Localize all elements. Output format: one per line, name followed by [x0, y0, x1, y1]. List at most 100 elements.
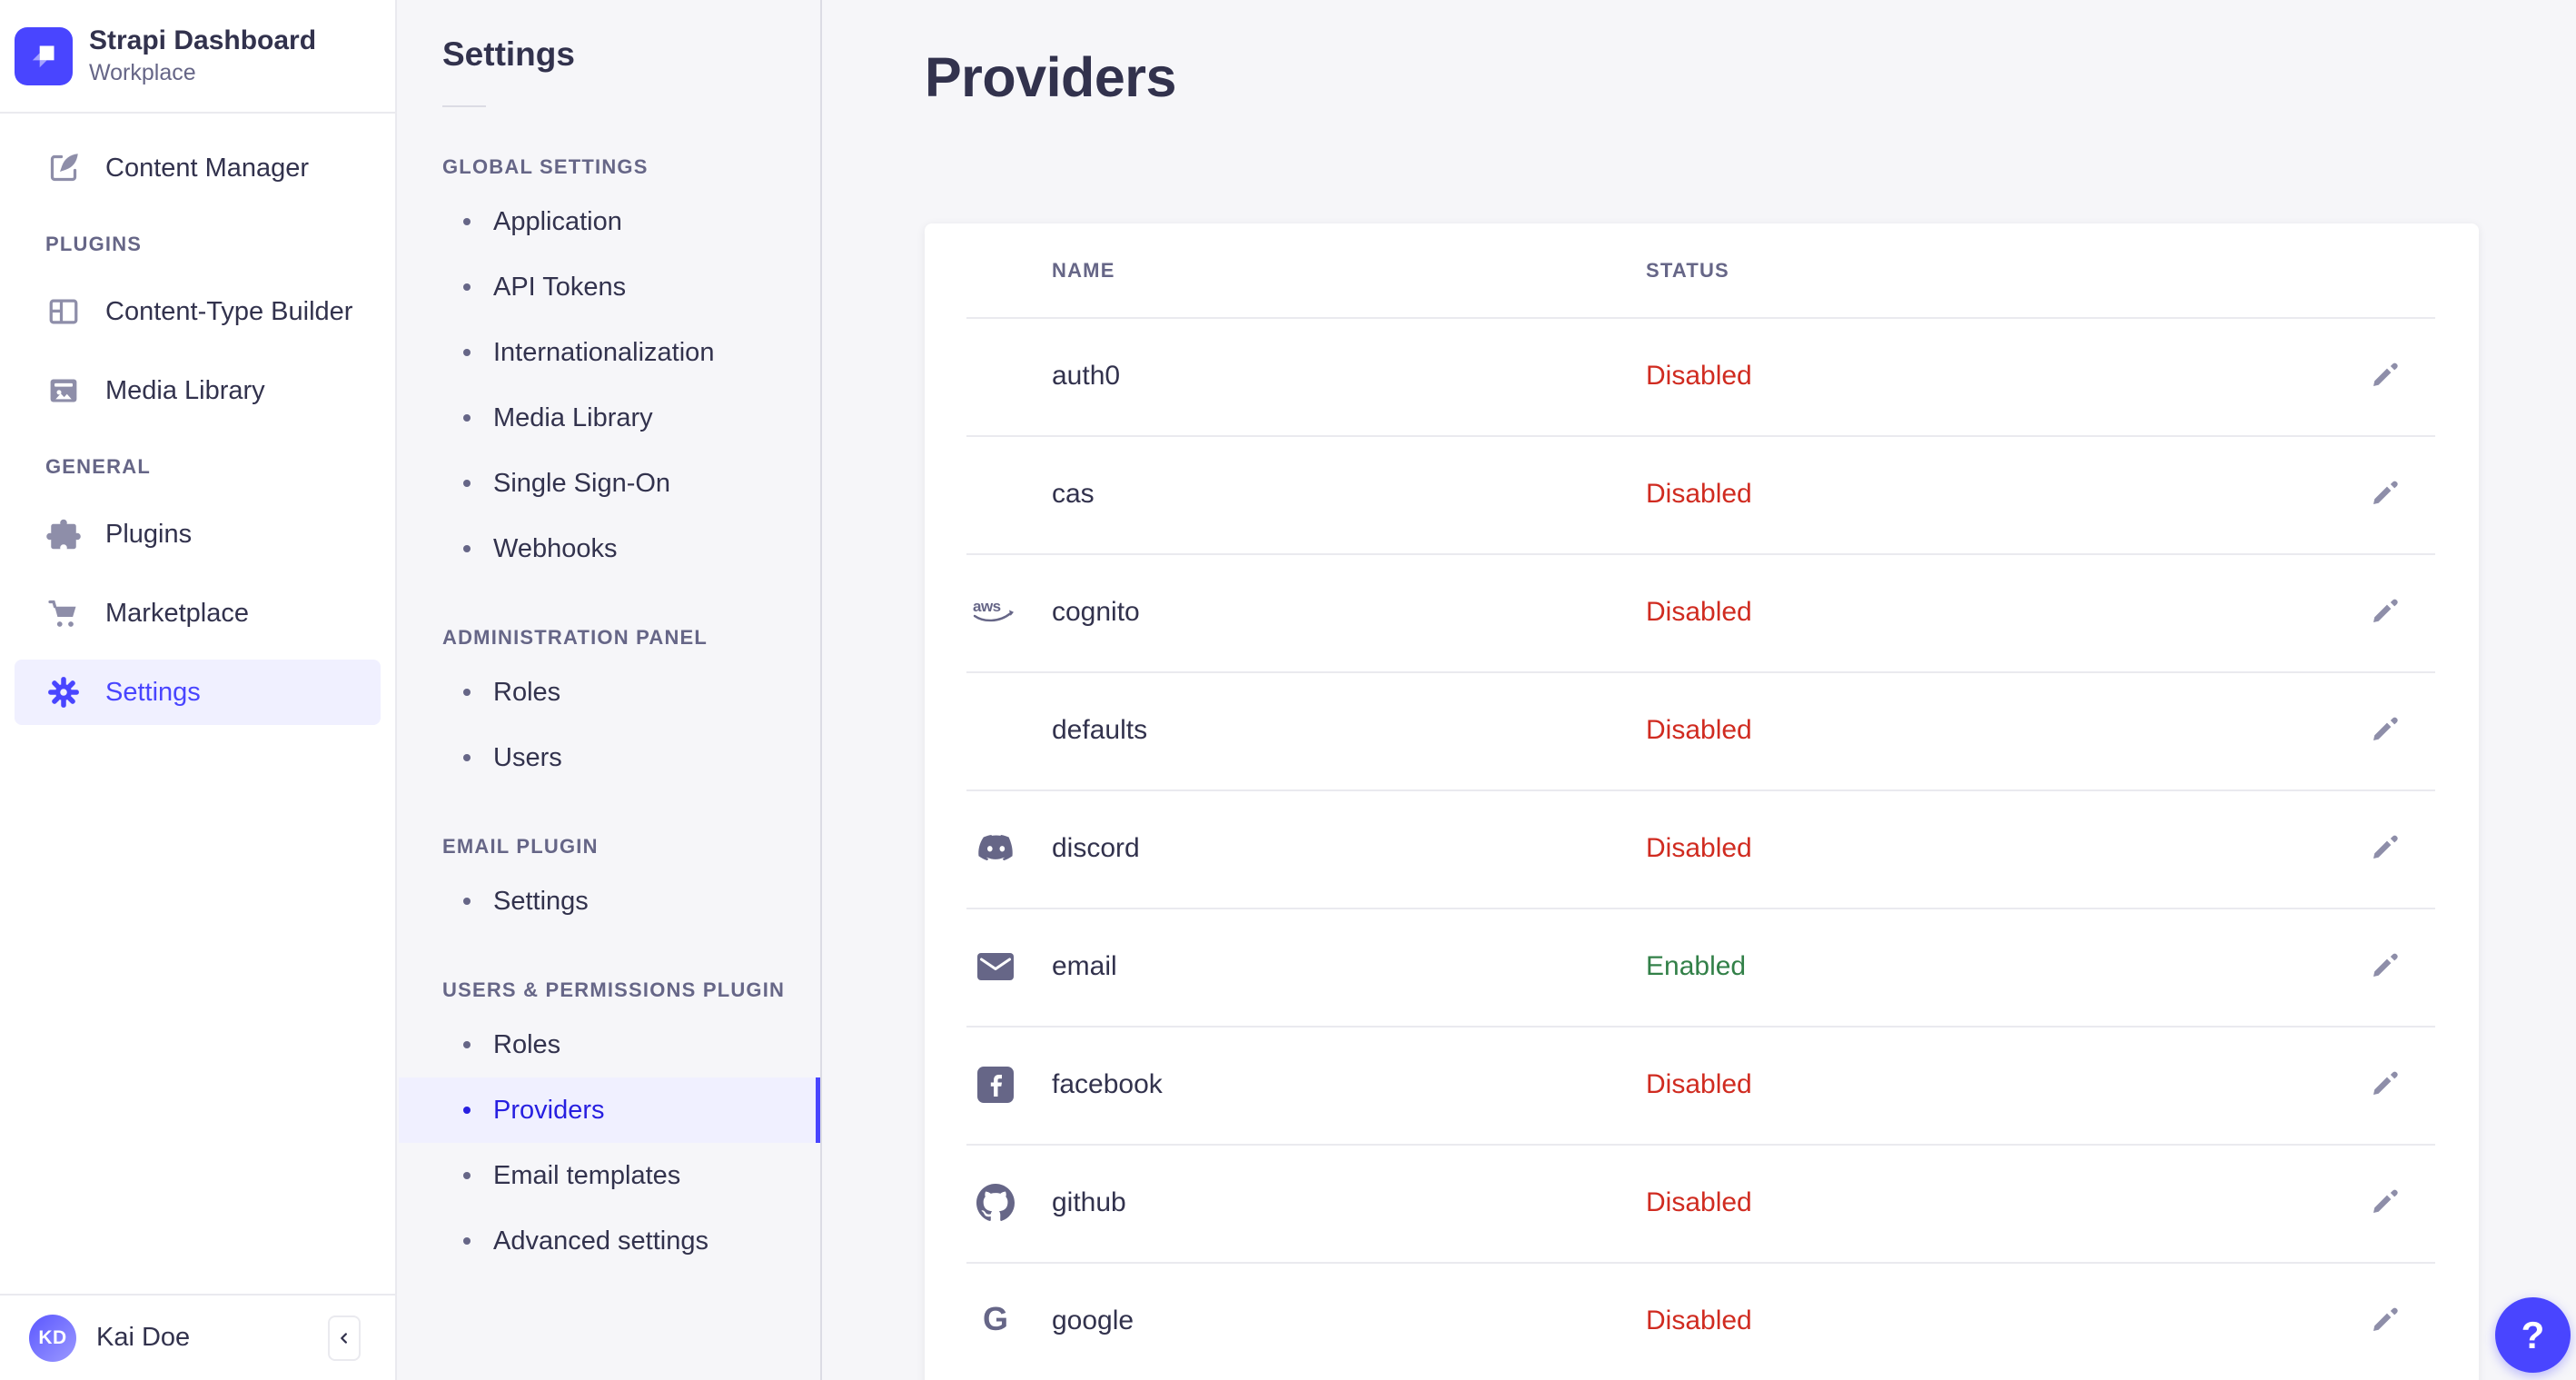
subnav-item-api-tokens[interactable]: API Tokens	[399, 254, 820, 320]
gear-icon	[45, 674, 82, 710]
page-title: Providers	[925, 46, 1176, 108]
table-row-auth0[interactable]: auth0 Disabled	[925, 317, 2479, 435]
sidebar-item-label: Media Library	[105, 375, 265, 405]
puzzle-icon	[45, 516, 82, 552]
sidebar-item-media-library[interactable]: Media Library	[15, 358, 381, 423]
edit-provider-button[interactable]	[2366, 1185, 2403, 1221]
subnav-item-email-templates[interactable]: Email templates	[399, 1143, 820, 1208]
edit-provider-button[interactable]	[2366, 1067, 2403, 1103]
collapse-sidebar-button[interactable]	[328, 1315, 361, 1361]
sidebar-item-content-manager[interactable]: Content Manager	[15, 135, 381, 201]
table-row-email[interactable]: email Enabled	[925, 908, 2479, 1026]
provider-name: github	[1052, 1187, 1126, 1217]
subnav-section-label-administration-panel: ADMINISTRATION PANEL	[442, 626, 708, 649]
provider-name: defaults	[1052, 715, 1148, 745]
subnav-section-list: Settings	[399, 869, 820, 934]
table-row-cognito[interactable]: aws cognito Disabled	[925, 553, 2479, 671]
workspace-header: Strapi Dashboard Workplace	[0, 0, 395, 114]
pencil-icon	[2370, 1069, 2399, 1101]
pencil-icon	[2370, 715, 2399, 747]
table-row-cas[interactable]: cas Disabled	[925, 435, 2479, 553]
subnav-item-media-library[interactable]: Media Library	[399, 385, 820, 451]
pencil-icon	[2370, 1306, 2399, 1337]
avatar[interactable]: KD	[29, 1314, 76, 1362]
subnav-sections: GLOBAL SETTINGS Application API Tokens Inte…	[399, 154, 820, 1274]
envelope-icon	[968, 908, 1023, 1026]
subnav-section-label-email-plugin: EMAIL PLUGIN	[442, 835, 599, 858]
status-text: Disabled	[1646, 833, 1752, 863]
provider-name: auth0	[1052, 361, 1121, 391]
edit-provider-button[interactable]	[2366, 948, 2403, 985]
subnav-item-providers[interactable]: Providers	[399, 1077, 820, 1143]
provider-name: google	[1052, 1306, 1134, 1335]
sidebar-item-label: Marketplace	[105, 598, 249, 628]
sidebar-item-marketplace[interactable]: Marketplace	[15, 581, 381, 646]
column-header-status: STATUS	[1646, 258, 1729, 282]
subnav-item-single-sign-on[interactable]: Single Sign-On	[399, 451, 820, 516]
help-button[interactable]: ?	[2495, 1297, 2571, 1373]
sidebar-section-label-plugins: PLUGINS	[45, 233, 143, 255]
edit-provider-button[interactable]	[2366, 830, 2403, 867]
no-icon	[968, 317, 1023, 435]
edit-provider-button[interactable]	[2366, 594, 2403, 630]
edit-provider-button[interactable]	[2366, 358, 2403, 394]
pencil-icon	[2370, 833, 2399, 865]
cart-icon	[45, 595, 82, 631]
subnav-title: Settings	[442, 35, 575, 73]
no-icon	[968, 671, 1023, 789]
table-row-defaults[interactable]: defaults Disabled	[925, 671, 2479, 789]
pencil-icon	[2370, 951, 2399, 983]
status-text: Disabled	[1646, 1069, 1752, 1099]
subnav-item-roles[interactable]: Roles	[399, 1012, 820, 1077]
status-text: Disabled	[1646, 1306, 1752, 1335]
aws-icon: aws	[968, 553, 1023, 671]
edit-provider-button[interactable]	[2366, 712, 2403, 749]
grid-icon	[45, 293, 82, 330]
sidebar-item-content-type-builder[interactable]: Content-Type Builder	[15, 279, 381, 344]
feather-icon	[45, 150, 82, 186]
pencil-icon	[2370, 361, 2399, 392]
pencil-icon	[2370, 479, 2399, 511]
table-header: NAME STATUS	[925, 223, 2479, 317]
provider-name: facebook	[1052, 1069, 1163, 1099]
subnav-section-list: Application API Tokens Internationalizatio…	[399, 189, 820, 581]
sidebar-item-plugins[interactable]: Plugins	[15, 501, 381, 567]
provider-name: email	[1052, 951, 1117, 981]
subnav-item-application[interactable]: Application	[399, 189, 820, 254]
pencil-icon	[2370, 1187, 2399, 1219]
edit-provider-button[interactable]	[2366, 1303, 2403, 1339]
workspace-title: Strapi Dashboard	[89, 25, 317, 55]
chevron-left-icon	[341, 1332, 347, 1344]
user-bar: KD Kai Doe	[0, 1294, 395, 1380]
sidebar-section-label-general: GENERAL	[45, 455, 151, 478]
sidebar-item-label: Content Manager	[105, 153, 310, 183]
table-row-facebook[interactable]: facebook Disabled	[925, 1026, 2479, 1144]
sidebar-nav: Content Manager PLUGINS Content-Type Build…	[0, 114, 395, 725]
status-text: Disabled	[1646, 361, 1752, 391]
facebook-icon	[968, 1026, 1023, 1144]
providers-table-card: NAME STATUS auth0 Disabled cas Disabled aws c…	[925, 223, 2479, 1380]
github-icon	[968, 1144, 1023, 1262]
edit-provider-button[interactable]	[2366, 476, 2403, 512]
status-text: Enabled	[1646, 951, 1747, 981]
subnav-item-internationalization[interactable]: Internationalization	[399, 320, 820, 385]
svg-text:aws: aws	[973, 598, 1001, 615]
subnav-item-users[interactable]: Users	[399, 725, 820, 790]
status-text: Disabled	[1646, 715, 1752, 745]
discord-icon	[968, 789, 1023, 908]
subnav-item-webhooks[interactable]: Webhooks	[399, 516, 820, 581]
sidebar-item-label: Plugins	[105, 519, 193, 549]
subnav-item-advanced-settings[interactable]: Advanced settings	[399, 1208, 820, 1274]
table-row-github[interactable]: github Disabled	[925, 1144, 2479, 1262]
subnav-item-settings[interactable]: Settings	[399, 869, 820, 934]
provider-name: discord	[1052, 833, 1140, 863]
sidebar-item-settings[interactable]: Settings	[15, 660, 381, 725]
status-text: Disabled	[1646, 597, 1752, 627]
subnav-section-list: Roles Providers Email templates Advanced se…	[399, 1012, 820, 1274]
image-icon	[45, 372, 82, 409]
user-name: Kai Doe	[96, 1323, 191, 1352]
svg-text:G: G	[983, 1303, 1008, 1337]
subnav-item-roles[interactable]: Roles	[399, 660, 820, 725]
table-row-discord[interactable]: discord Disabled	[925, 789, 2479, 908]
